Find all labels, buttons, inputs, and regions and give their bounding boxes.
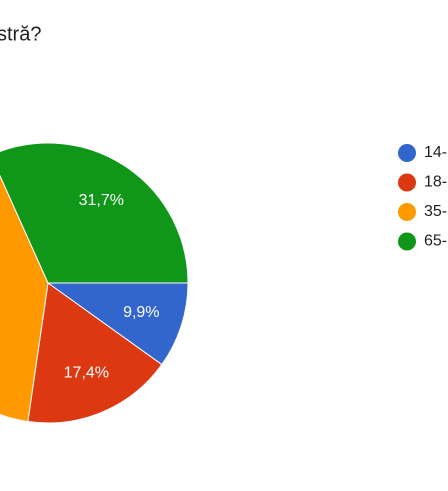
legend-marker xyxy=(398,144,416,162)
chart-title: stră? xyxy=(0,23,41,45)
slice-label: 17,4% xyxy=(64,364,109,381)
legend-label: 14- xyxy=(424,144,447,161)
pie-slice xyxy=(0,142,189,284)
legend-marker xyxy=(398,203,416,221)
pie-slice xyxy=(46,282,189,366)
pie-slice xyxy=(27,282,163,424)
legend-marker xyxy=(398,232,416,251)
legend-marker xyxy=(398,173,416,192)
legend-label: 18- xyxy=(424,174,447,191)
legend-label: 35- xyxy=(424,203,447,220)
legend-label: 65- xyxy=(424,233,447,250)
slice-label: 31,7% xyxy=(79,192,124,209)
pie-slice xyxy=(0,174,49,423)
slice-label: 9,9% xyxy=(123,304,159,321)
